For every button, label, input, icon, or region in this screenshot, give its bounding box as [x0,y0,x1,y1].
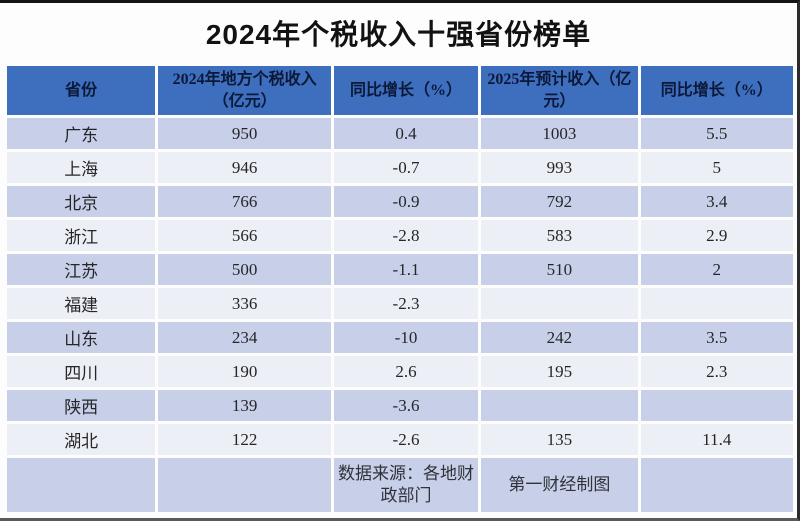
yoy2025-cell [640,390,793,421]
footer-empty-cell [640,458,793,512]
province-cell: 山东 [7,322,156,353]
rev2024-cell: 950 [158,118,331,149]
rev2025-cell: 195 [481,356,638,387]
header-province: 省份 [7,66,156,115]
footer-empty-cell [158,458,331,512]
yoy2024-cell: -2.3 [333,288,479,319]
yoy2024-cell: -2.8 [333,220,479,251]
table-row: 四川 190 2.6 195 2.3 [7,356,793,387]
yoy2024-cell: -0.9 [333,186,479,217]
footer-row: 数据来源：各地财政部门 第一财经制图 [7,458,793,512]
province-cell: 广东 [7,118,156,149]
rev2025-cell: 510 [481,254,638,285]
rev2024-cell: 190 [158,356,331,387]
yoy2024-cell: 2.6 [333,356,479,387]
rev2024-cell: 122 [158,424,331,455]
province-cell: 北京 [7,186,156,217]
table-row: 浙江 566 -2.8 583 2.9 [7,220,793,251]
rev2025-cell: 1003 [481,118,638,149]
rev2025-cell: 993 [481,152,638,183]
table-row: 陕西 139 -3.6 [7,390,793,421]
rev2024-cell: 500 [158,254,331,285]
rev2024-cell: 336 [158,288,331,319]
yoy2025-cell: 3.4 [640,186,793,217]
rev2025-cell: 583 [481,220,638,251]
province-cell: 陕西 [7,390,156,421]
table-row: 湖北 122 -2.6 135 11.4 [7,424,793,455]
table-row: 北京 766 -0.9 792 3.4 [7,186,793,217]
yoy2025-cell: 2.9 [640,220,793,251]
header-row: 省份 2024年地方个税收入（亿元） 同比增长（%） 2025年预计收入（亿元）… [7,66,793,115]
yoy2025-cell: 11.4 [640,424,793,455]
header-yoy2024: 同比增长（%） [333,66,479,115]
rev2025-cell: 792 [481,186,638,217]
yoy2025-cell: 5.5 [640,118,793,149]
rev2024-cell: 766 [158,186,331,217]
province-cell: 四川 [7,356,156,387]
yoy2024-cell: -1.1 [333,254,479,285]
rev2025-cell: 135 [481,424,638,455]
table-row: 福建 336 -2.3 [7,288,793,319]
yoy2025-cell: 5 [640,152,793,183]
rev2024-cell: 566 [158,220,331,251]
table-row: 广东 950 0.4 1003 5.5 [7,118,793,149]
table-row: 江苏 500 -1.1 510 2 [7,254,793,285]
yoy2024-cell: 0.4 [333,118,479,149]
table-row: 上海 946 -0.7 993 5 [7,152,793,183]
province-cell: 湖北 [7,424,156,455]
province-cell: 福建 [7,288,156,319]
rev2025-cell: 242 [481,322,638,353]
yoy2024-cell: -0.7 [333,152,479,183]
province-cell: 浙江 [7,220,156,251]
header-yoy2025: 同比增长（%） [640,66,793,115]
yoy2025-cell [640,288,793,319]
page-title: 2024年个税收入十强省份榜单 [205,19,592,50]
chart-credit-note: 第一财经制图 [481,458,638,512]
footer-empty-cell [7,458,156,512]
rev2024-cell: 139 [158,390,331,421]
rev2025-cell [481,390,638,421]
table-row: 山东 234 -10 242 3.5 [7,322,793,353]
header-rev2025: 2025年预计收入（亿元） [481,66,638,115]
yoy2025-cell: 3.5 [640,322,793,353]
rev2025-cell [481,288,638,319]
title-bar: 2024年个税收入十强省份榜单 [0,3,797,63]
yoy2024-cell: -3.6 [333,390,479,421]
yoy2025-cell: 2 [640,254,793,285]
header-rev2024: 2024年地方个税收入（亿元） [158,66,331,115]
ranking-table: 省份 2024年地方个税收入（亿元） 同比增长（%） 2025年预计收入（亿元）… [4,63,796,515]
rev2024-cell: 946 [158,152,331,183]
yoy2024-cell: -2.6 [333,424,479,455]
province-cell: 上海 [7,152,156,183]
rev2024-cell: 234 [158,322,331,353]
yoy2024-cell: -10 [333,322,479,353]
data-source-note: 数据来源：各地财政部门 [333,458,479,512]
yoy2025-cell: 2.3 [640,356,793,387]
province-cell: 江苏 [7,254,156,285]
